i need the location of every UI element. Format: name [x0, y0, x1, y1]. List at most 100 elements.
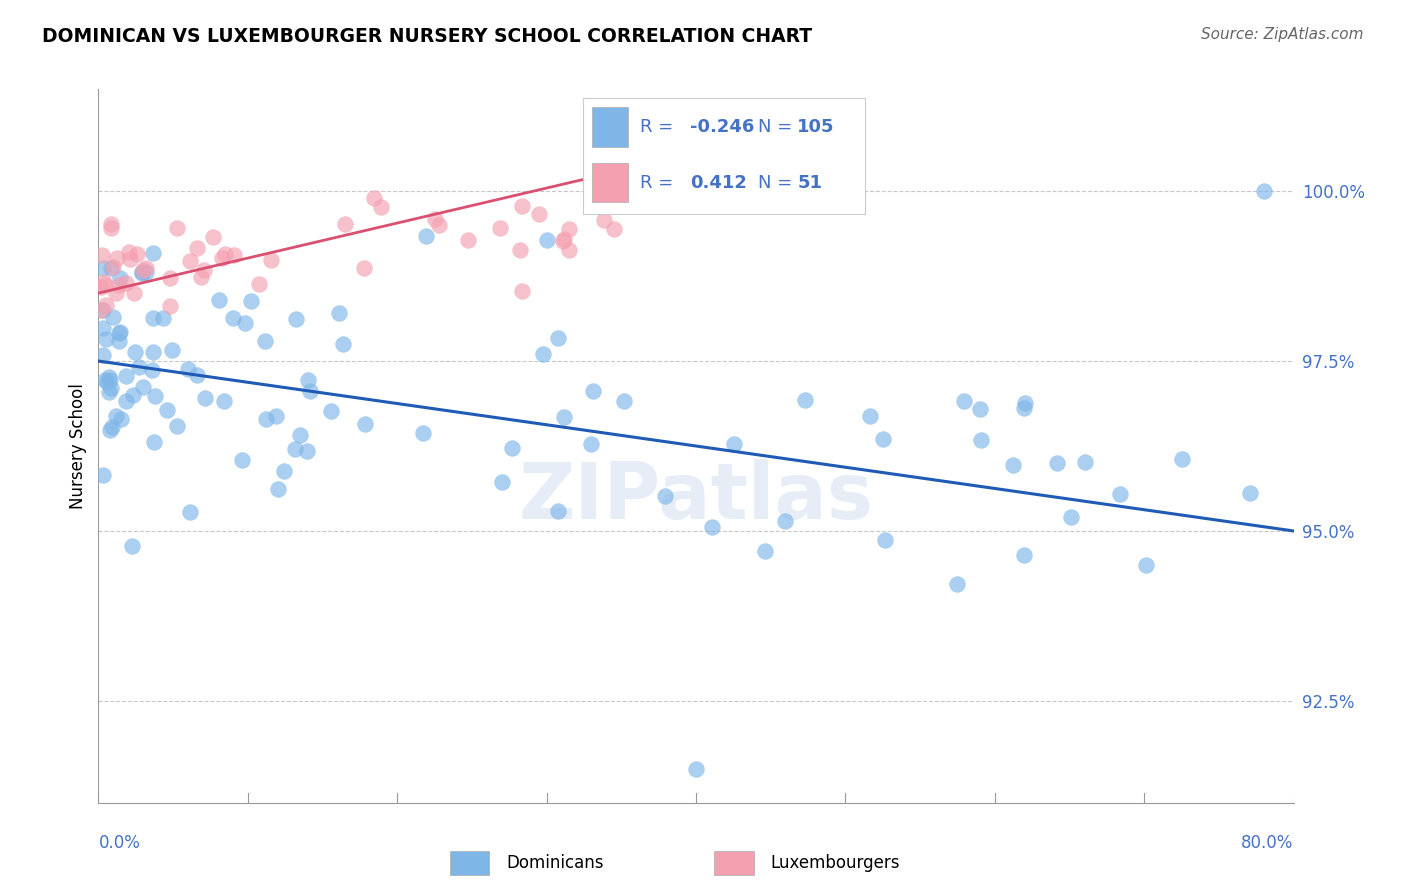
Point: [100, 381, 122, 395]
Point: [457, 233, 479, 247]
Point: [319, 404, 342, 418]
Point: [91, 261, 114, 276]
Text: Luxembourgers: Luxembourgers: [770, 854, 900, 872]
Point: [179, 254, 201, 268]
Point: [156, 403, 179, 417]
Point: [602, 221, 624, 235]
Point: [142, 311, 165, 326]
Point: [553, 409, 575, 424]
Text: N =: N =: [758, 174, 797, 192]
Point: [101, 310, 124, 325]
Point: [284, 442, 307, 456]
Point: [115, 394, 138, 409]
Point: [91, 348, 114, 362]
Point: [108, 278, 131, 293]
Point: [96, 332, 118, 346]
Point: [193, 263, 215, 277]
Point: [118, 244, 141, 259]
Point: [108, 326, 131, 341]
Text: 51: 51: [797, 174, 823, 192]
Text: -0.246: -0.246: [690, 118, 755, 136]
Point: [553, 232, 575, 246]
Point: [142, 344, 165, 359]
Point: [91, 320, 114, 334]
Point: [152, 310, 174, 325]
Point: [557, 243, 579, 257]
Point: [97, 370, 120, 384]
Point: [105, 251, 128, 265]
Point: [969, 401, 991, 416]
Point: [233, 316, 256, 330]
Point: [100, 217, 122, 231]
Point: [363, 191, 385, 205]
Point: [231, 453, 253, 467]
Point: [952, 393, 974, 408]
Point: [264, 409, 287, 424]
Point: [946, 577, 969, 591]
Point: [122, 388, 145, 402]
Point: [108, 270, 131, 285]
Point: [527, 207, 550, 221]
Point: [214, 247, 236, 261]
Point: [94, 278, 117, 293]
Point: [94, 298, 117, 312]
Point: [212, 394, 235, 409]
Point: [353, 260, 375, 275]
Point: [267, 482, 290, 496]
Y-axis label: Nursery School: Nursery School: [69, 383, 87, 509]
Point: [793, 392, 815, 407]
Point: [166, 419, 188, 434]
Point: [288, 428, 311, 442]
Point: [93, 275, 115, 289]
Point: [104, 285, 127, 300]
Point: [141, 363, 163, 377]
Point: [114, 276, 136, 290]
Point: [202, 230, 225, 244]
Point: [354, 417, 377, 431]
Point: [100, 373, 122, 387]
Point: [132, 263, 155, 277]
Point: [1014, 401, 1036, 415]
Point: [1171, 452, 1194, 467]
Point: [510, 284, 533, 298]
Text: DOMINICAN VS LUXEMBOURGER NURSERY SCHOOL CORRELATION CHART: DOMINICAN VS LUXEMBOURGER NURSERY SCHOOL…: [42, 27, 813, 45]
Point: [211, 251, 233, 265]
Point: [415, 229, 437, 244]
Point: [685, 762, 707, 776]
Point: [254, 412, 277, 426]
Point: [723, 436, 745, 450]
Bar: [592, 163, 628, 202]
Text: 0.412: 0.412: [690, 174, 747, 192]
Point: [412, 426, 434, 441]
Point: [1012, 548, 1035, 562]
Point: [592, 213, 614, 227]
Point: [122, 286, 145, 301]
Text: R =: R =: [640, 174, 679, 192]
Point: [90, 280, 112, 294]
Point: [121, 540, 143, 554]
Point: [179, 505, 201, 519]
Point: [1253, 184, 1275, 198]
Point: [531, 347, 554, 361]
Point: [333, 217, 356, 231]
Point: [93, 372, 115, 386]
Bar: [714, 851, 754, 875]
Point: [143, 389, 166, 403]
Point: [429, 218, 451, 232]
Point: [110, 411, 132, 425]
Point: [108, 325, 131, 339]
Point: [91, 302, 114, 317]
Point: [579, 436, 602, 450]
Point: [97, 384, 120, 399]
Point: [100, 220, 122, 235]
Point: [100, 261, 122, 276]
Point: [98, 423, 121, 437]
Point: [254, 334, 277, 349]
Point: [207, 293, 229, 307]
Point: [100, 420, 122, 434]
Point: [558, 222, 581, 236]
Point: [295, 444, 318, 458]
Point: [1109, 487, 1132, 501]
Text: 105: 105: [797, 118, 835, 136]
Bar: [450, 851, 489, 875]
